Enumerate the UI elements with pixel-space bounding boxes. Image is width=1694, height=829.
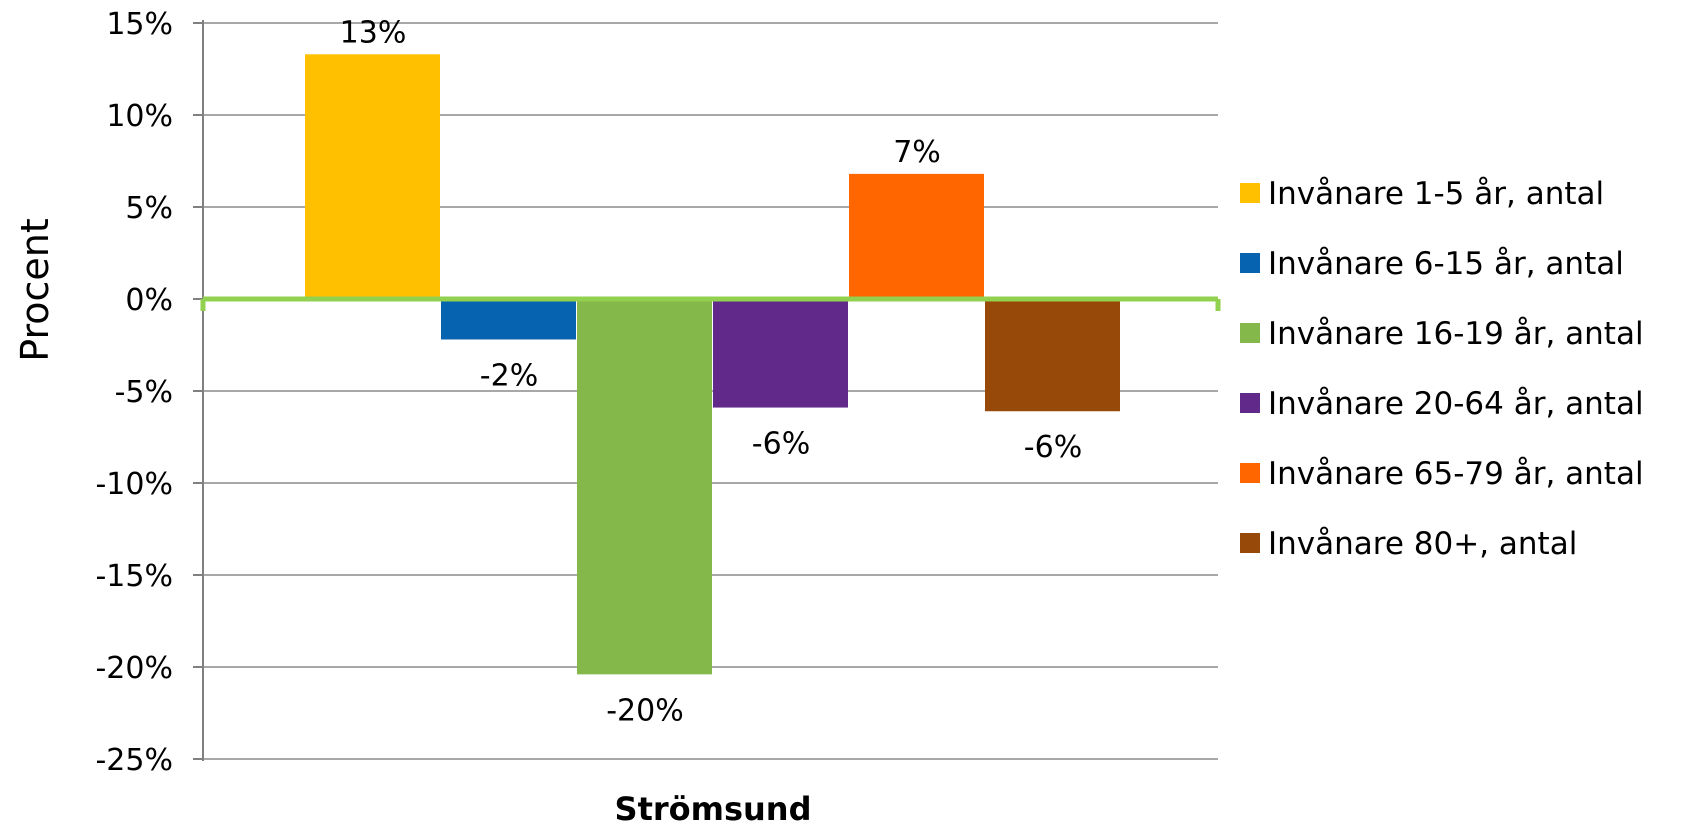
legend-label: Invånare 16-19 år, antal xyxy=(1268,316,1644,352)
legend-swatch xyxy=(1240,463,1260,483)
y-tick-label: -25% xyxy=(95,743,173,778)
bar-series-2 xyxy=(441,299,576,340)
y-tick-label: 5% xyxy=(125,191,173,226)
legend-swatch xyxy=(1240,533,1260,553)
bar-series-3 xyxy=(577,299,712,675)
y-axis-title: Procent xyxy=(13,218,57,362)
bar-series-6 xyxy=(985,299,1120,412)
bar-series-4 xyxy=(713,299,848,408)
legend-label: Invånare 6-15 år, antal xyxy=(1268,246,1624,282)
legend: Invånare 1-5 år, antal Invånare 6-15 år, … xyxy=(1240,176,1644,562)
legend-label: Invånare 80+, antal xyxy=(1268,526,1577,562)
bar-series-1 xyxy=(305,54,440,299)
legend-label: Invånare 1-5 år, antal xyxy=(1268,176,1604,212)
y-tick-label: 15% xyxy=(106,7,173,42)
legend-swatch xyxy=(1240,183,1260,203)
data-labels: 13% -2% -20% -6% 7% -6% xyxy=(340,15,1083,728)
data-label: -6% xyxy=(752,427,810,462)
y-tick-label: 0% xyxy=(125,283,173,318)
data-label: 7% xyxy=(893,135,941,170)
legend-label: Invånare 65-79 år, antal xyxy=(1268,456,1644,492)
data-label: -20% xyxy=(606,693,684,728)
legend-label: Invånare 20-64 år, antal xyxy=(1268,386,1644,422)
x-category-label: Strömsund xyxy=(615,790,812,828)
y-tick-labels: 15% 10% 5% 0% -5% -10% -15% -20% -25% xyxy=(95,7,173,778)
y-tick-label: -15% xyxy=(95,559,173,594)
legend-swatch xyxy=(1240,253,1260,273)
legend-swatch xyxy=(1240,393,1260,413)
zero-line-group xyxy=(200,296,1221,311)
y-tick-label: -5% xyxy=(115,375,173,410)
bars xyxy=(305,54,1120,675)
y-tick-label: -20% xyxy=(95,651,173,686)
legend-swatch xyxy=(1240,323,1260,343)
data-label: 13% xyxy=(340,15,407,50)
y-tick-label: 10% xyxy=(106,99,173,134)
data-label: -2% xyxy=(480,358,538,393)
bar-series-5 xyxy=(849,173,984,299)
y-tick-label: -10% xyxy=(95,467,173,502)
data-label: -6% xyxy=(1024,430,1082,465)
